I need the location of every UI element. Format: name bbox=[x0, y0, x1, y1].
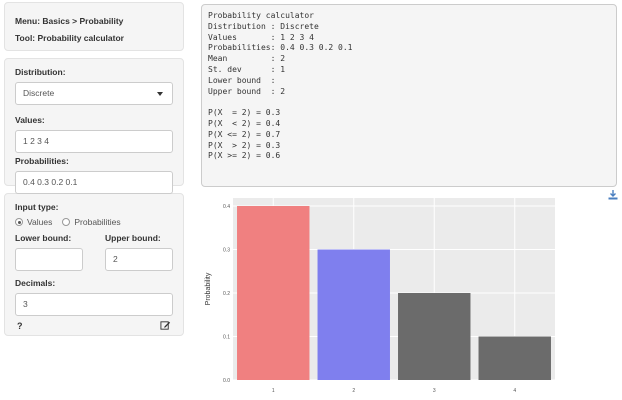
radio-values[interactable] bbox=[15, 218, 23, 226]
bars bbox=[237, 206, 551, 380]
inputs-panel: Distribution: Discrete Values: 1 2 3 4 P… bbox=[4, 58, 184, 194]
input-type-label: Input type: bbox=[15, 202, 59, 212]
bar-3 bbox=[398, 293, 471, 380]
x-tick-label: 3 bbox=[433, 388, 436, 394]
bar-1 bbox=[237, 206, 310, 380]
input-type-radios: Values Probabilities bbox=[15, 217, 173, 227]
y-tick-label: 0.0 bbox=[223, 378, 230, 384]
values-input[interactable]: 1 2 3 4 bbox=[15, 130, 173, 153]
help-icon[interactable]: ? bbox=[17, 320, 23, 331]
output-line: Mean : 2 bbox=[208, 54, 286, 64]
probabilities-input[interactable]: 0.4 0.3 0.2 0.1 bbox=[15, 171, 173, 194]
caret-down-icon bbox=[157, 92, 163, 96]
upper-bound-label: Upper bound: bbox=[105, 233, 161, 243]
output-line: Values : 1 2 3 4 bbox=[208, 32, 314, 42]
bounds-panel: Input type: Values Probabilities Lower b… bbox=[4, 193, 184, 336]
y-axis-label: Probability bbox=[205, 272, 212, 305]
radio-probabilities-label[interactable]: Probabilities bbox=[74, 217, 121, 227]
panel-footer: ? bbox=[15, 320, 173, 331]
y-tick-label: 0.4 bbox=[223, 204, 230, 210]
x-axis-ticks: 1 2 3 4 bbox=[272, 388, 517, 394]
y-axis-ticks: 0.0 0.1 0.2 0.3 0.4 bbox=[223, 204, 230, 384]
download-icon[interactable] bbox=[608, 190, 618, 200]
output-line: Upper bound : 2 bbox=[208, 86, 286, 96]
radio-probabilities[interactable] bbox=[62, 218, 71, 226]
output-line: P(X < 2) = 0.4 bbox=[208, 118, 281, 128]
distribution-label: Distribution: bbox=[15, 67, 66, 77]
tool-name: Tool: Probability calculator bbox=[15, 33, 124, 43]
probabilities-label: Probabilities: bbox=[15, 156, 69, 166]
output-line: P(X >= 2) = 0.6 bbox=[208, 151, 281, 161]
output-line bbox=[208, 97, 610, 108]
output-line: P(X > 2) = 0.3 bbox=[208, 140, 281, 150]
output-line: P(X <= 2) = 0.7 bbox=[208, 129, 281, 139]
output-line: P(X = 2) = 0.3 bbox=[208, 108, 281, 118]
upper-bound-group: Upper bound: 2 bbox=[105, 233, 173, 278]
lower-bound-group: Lower bound: bbox=[15, 233, 83, 278]
radio-values-label[interactable]: Values bbox=[27, 217, 53, 227]
summary-output: Probability calculator Distribution : Di… bbox=[201, 4, 617, 187]
edit-icon[interactable] bbox=[160, 320, 171, 331]
output-line: Probability calculator bbox=[208, 11, 314, 20]
y-tick-label: 0.2 bbox=[223, 291, 230, 297]
distribution-select[interactable]: Discrete bbox=[15, 82, 173, 105]
bar-4 bbox=[478, 336, 551, 380]
y-tick-label: 0.1 bbox=[223, 335, 230, 341]
values-label: Values: bbox=[15, 115, 45, 125]
distribution-value: Discrete bbox=[23, 88, 55, 98]
x-tick-label: 1 bbox=[272, 388, 275, 394]
probability-bar-chart: 0.0 0.1 0.2 0.3 0.4 1 2 3 4 Probability bbox=[205, 198, 555, 394]
output-line: Lower bound : bbox=[208, 75, 276, 85]
decimals-input[interactable]: 3 bbox=[15, 293, 173, 316]
upper-bound-input[interactable]: 2 bbox=[105, 248, 173, 271]
bounds-row: Lower bound: Upper bound: 2 bbox=[15, 233, 173, 278]
output-line: Probabilities: 0.4 0.3 0.2 0.1 bbox=[208, 43, 353, 53]
x-tick-label: 4 bbox=[513, 388, 516, 394]
sidebar: Menu: Basics > Probability Tool: Probabi… bbox=[4, 2, 184, 343]
y-tick-label: 0.3 bbox=[223, 248, 230, 254]
output-line: Distribution : Discrete bbox=[208, 21, 319, 31]
lower-bound-input[interactable] bbox=[15, 248, 83, 271]
output-line: St. dev : 1 bbox=[208, 64, 286, 74]
menu-path: Menu: Basics > Probability bbox=[15, 16, 124, 26]
decimals-label: Decimals: bbox=[15, 278, 56, 288]
lower-bound-label: Lower bound: bbox=[15, 233, 72, 243]
bar-2 bbox=[317, 249, 390, 380]
x-tick-label: 2 bbox=[352, 388, 355, 394]
menu-panel: Menu: Basics > Probability Tool: Probabi… bbox=[4, 2, 184, 51]
